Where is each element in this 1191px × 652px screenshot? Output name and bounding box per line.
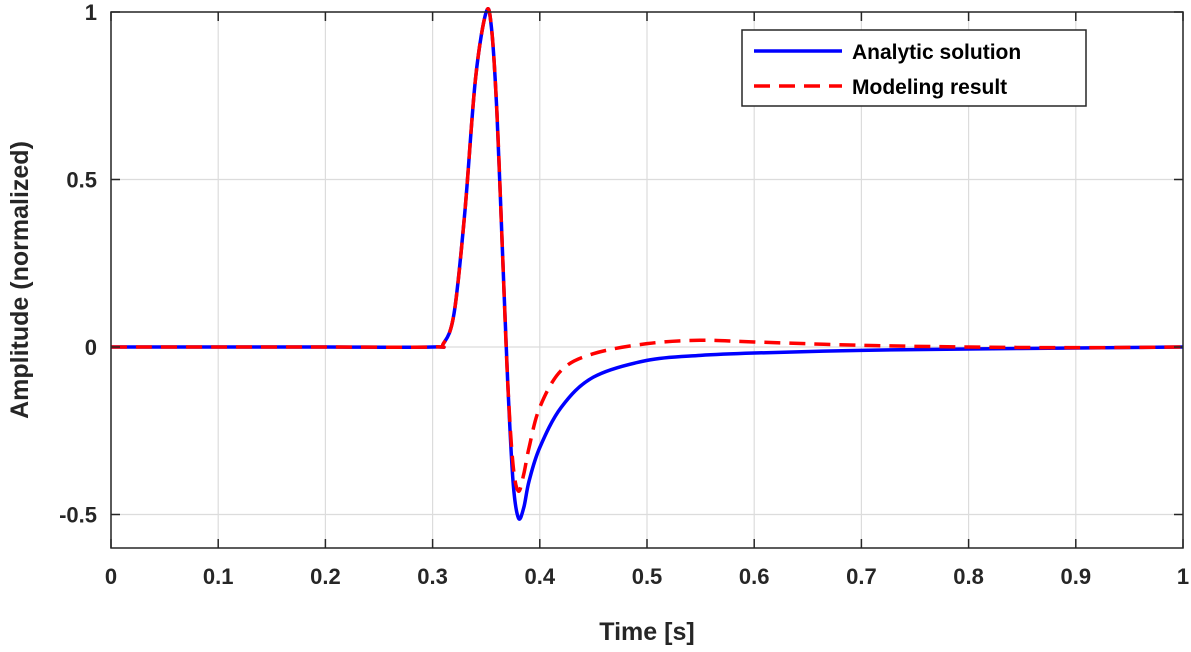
y-tick-label: 1 — [85, 0, 97, 25]
x-axis-title: Time [s] — [599, 618, 694, 646]
legend-label-analytic-solution: Analytic solution — [852, 41, 1021, 64]
x-tick-label: 0 — [105, 564, 117, 589]
legend-label-modeling-result: Modeling result — [852, 76, 1007, 99]
x-tick-label: 0.3 — [417, 564, 448, 589]
x-tick-label: 0.2 — [310, 564, 341, 589]
x-tick-label: 0.5 — [632, 564, 663, 589]
series-lines — [110, 6, 1184, 521]
x-tick-label: 0.7 — [846, 564, 877, 589]
legend-box — [741, 29, 1087, 107]
x-tick-label: 0.4 — [525, 564, 556, 589]
series-line-modeling-result — [110, 6, 1184, 493]
axis-ticks — [110, 11, 1184, 548]
y-tick-label: -0.5 — [59, 503, 97, 528]
x-tick-label: 0.9 — [1061, 564, 1092, 589]
legend: Analytic solution Modeling result — [741, 29, 1087, 107]
tick-labels: 0 0.1 0.2 0.3 0.4 0.5 0.6 0.7 0.8 0.9 1 -0.5 0 0.5 1 — [59, 0, 1189, 589]
y-axis-title: Amplitude (normalized) — [6, 141, 34, 419]
y-tick-label: 0.5 — [66, 168, 97, 193]
x-tick-label: 0.1 — [203, 564, 234, 589]
x-tick-label: 0.8 — [953, 564, 984, 589]
x-tick-label: 1 — [1177, 564, 1189, 589]
x-tick-label: 0.6 — [739, 564, 770, 589]
y-tick-label: 0 — [85, 335, 97, 360]
